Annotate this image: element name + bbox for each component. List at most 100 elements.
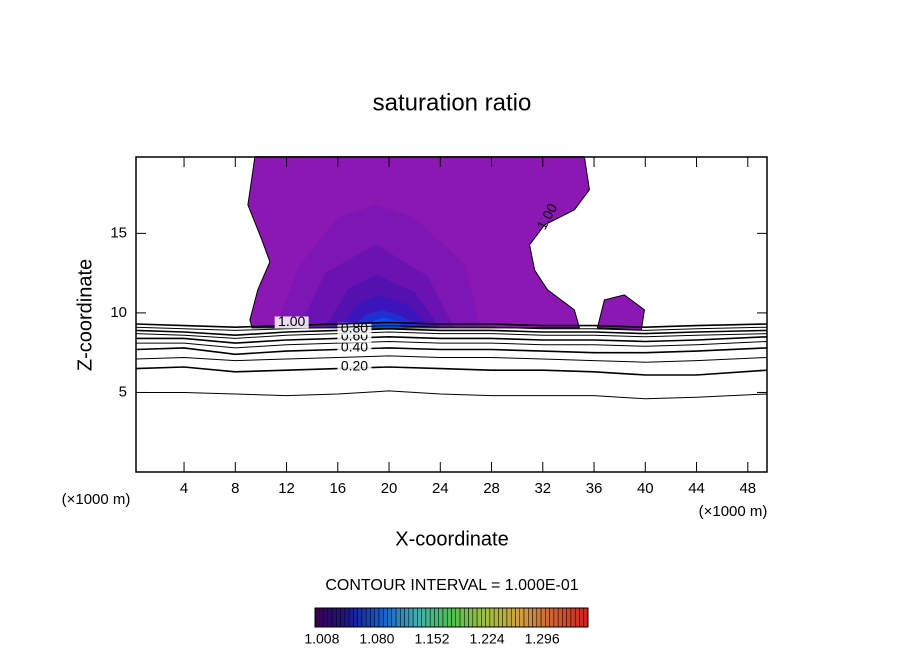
colorbar-cell: [489, 607, 495, 628]
chart-title: saturation ratio: [373, 89, 532, 116]
x-unit-label: (×1000 m): [699, 503, 768, 520]
colorbar-label: 1.152: [414, 631, 449, 647]
colorbar-cell: [353, 607, 358, 628]
x-tick-label: 20: [381, 480, 398, 497]
colorbar-cell: [442, 607, 448, 628]
colorbar-cell: [472, 607, 478, 628]
colorbar-cell: [515, 607, 520, 628]
colorbar-cell: [557, 607, 563, 628]
colorbar-cell: [378, 607, 384, 628]
y-tick-label: 5: [119, 383, 127, 400]
colorbar-cell: [493, 607, 499, 628]
contour-label-bg: [337, 322, 372, 335]
colorbar-cell: [506, 607, 512, 628]
x-tick-label: 16: [329, 480, 346, 497]
x-unit-label: (×1000 m): [62, 491, 131, 508]
colorbar-label: 1.296: [525, 631, 560, 647]
contour-label: 1.00: [278, 313, 305, 329]
colorbar-cell: [574, 607, 580, 628]
colorbar-cell: [365, 607, 371, 628]
colorbar-cell: [583, 607, 589, 628]
colorbar-cell: [464, 607, 469, 628]
colorbar-cell: [404, 607, 410, 628]
y-tick-label: 10: [110, 304, 127, 321]
colorbar-cell: [400, 607, 405, 628]
x-tick-label: 28: [483, 480, 500, 497]
colorbar-cell: [408, 607, 414, 628]
colorbar-cell: [387, 607, 393, 628]
colorbar-cell: [336, 607, 341, 628]
colorbar-label: 1.080: [359, 631, 394, 647]
contour-line: [135, 355, 768, 363]
colorbar-cell: [553, 607, 559, 628]
colorbar-cell: [425, 607, 431, 628]
x-tick-label: 48: [739, 480, 756, 497]
x-tick-label: 24: [432, 480, 449, 497]
colorbar-cell: [562, 607, 567, 628]
contour-label-bg: [337, 361, 372, 373]
colorbar-cell: [540, 607, 546, 628]
colorbar-cell: [502, 607, 508, 628]
colorbar-cell: [498, 607, 503, 628]
colorbar-cell: [434, 607, 439, 628]
contour-line: [135, 366, 768, 376]
colorbar-cell: [528, 607, 533, 628]
colorbar-cell: [549, 607, 555, 628]
contour-line: [136, 390, 768, 400]
colorbar-cell: [370, 607, 375, 628]
colorbar-cell: [361, 607, 367, 628]
x-tick-label: 32: [534, 480, 551, 497]
colorbar-cell: [319, 607, 324, 628]
colorbar-cell: [566, 607, 572, 628]
colorbar-cell: [519, 607, 525, 628]
y-axis-label: Z-coordinate: [74, 259, 96, 371]
colorbar-cell: [579, 607, 584, 628]
colorbar-cell: [327, 607, 333, 628]
colorbar-cell: [374, 607, 380, 628]
colorbar-cell: [536, 607, 542, 628]
colorbar-cell: [331, 607, 337, 628]
colorbar-cell: [455, 607, 461, 628]
x-tick-label: 36: [586, 480, 603, 497]
x-tick-label: 44: [688, 480, 705, 497]
colorbar-cell: [344, 607, 350, 628]
contour-line: [135, 325, 768, 331]
contour-label-bg: [337, 341, 372, 354]
colorbar-cell: [314, 607, 320, 628]
colorbar-label: 1.008: [304, 631, 339, 647]
colorbar-cell: [417, 607, 422, 628]
colorbar-cell: [357, 607, 363, 628]
contour-line: [135, 327, 768, 337]
x-tick-label: 40: [637, 480, 654, 497]
colorbar-cell: [485, 607, 491, 628]
colorbar-cell: [570, 607, 576, 628]
colorbar-cell: [438, 607, 444, 628]
colorbar-cell: [340, 607, 346, 628]
contour-label: 0.80: [341, 320, 368, 336]
colorbar-cell: [421, 607, 427, 628]
colorbar-cell: [468, 607, 474, 628]
colorbar-cell: [429, 607, 435, 628]
x-tick-label: 4: [180, 480, 188, 497]
x-tick-label: 12: [278, 480, 295, 497]
colorbar-cell: [395, 607, 401, 628]
colorbar-cell: [383, 607, 388, 628]
colorbar-cell: [451, 607, 457, 628]
colorbar-cell: [481, 607, 486, 628]
colorbar-cell: [348, 607, 354, 628]
colorbar-cell: [391, 607, 397, 628]
contour-interval: CONTOUR INTERVAL = 1.000E-01: [325, 577, 578, 594]
colorbar-cell: [545, 607, 550, 628]
colorbar-cell: [476, 607, 482, 628]
colorbar-cell: [510, 607, 516, 628]
colorbar-label: 1.224: [470, 631, 505, 647]
x-axis-label: X-coordinate: [395, 528, 508, 550]
contour-line: [135, 321, 768, 329]
y-tick-label: 15: [110, 224, 127, 241]
contour-label: 0.20: [341, 358, 368, 374]
colorbar-cell: [459, 607, 465, 628]
colorbar-cell: [323, 607, 329, 628]
contour-line: [135, 347, 768, 356]
colorbar-cell: [446, 607, 452, 628]
